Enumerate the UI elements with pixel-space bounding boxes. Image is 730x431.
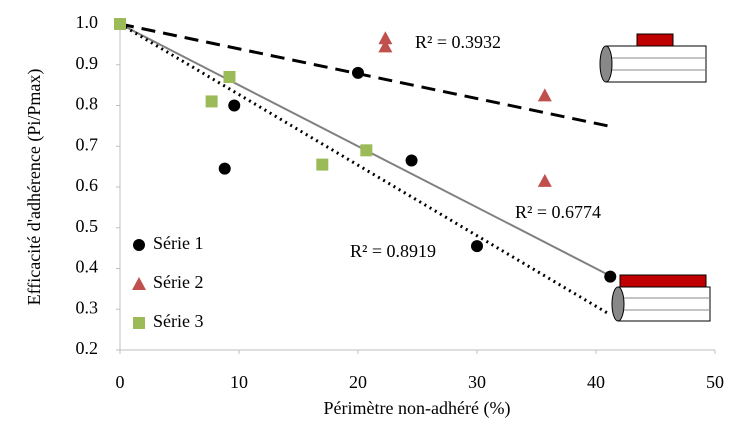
icon-bottom [612,275,710,321]
legend-label: Série 2 [153,272,203,292]
trendline [120,24,608,313]
trendline [120,24,608,126]
y-tick-label: 1.0 [76,12,99,32]
trendline-label: R² = 0.6774 [515,202,601,222]
point [604,271,616,283]
point [538,174,552,187]
icon-top [600,34,706,82]
x-tick-label: 10 [230,372,248,392]
trendline-label: R² = 0.8919 [350,241,436,261]
y-tick-label: 0.6 [76,175,99,195]
x-axis-title: Périmètre non-adhéré (%) [324,398,511,419]
point [206,95,218,107]
y-tick-label: 0.5 [76,216,99,236]
legend-label: Série 3 [153,311,203,331]
x-tick-label: 30 [468,372,486,392]
y-tick-label: 0.2 [76,338,99,358]
chart: Efficacité d'adhérence (Pi/Pmax) Périmèt… [0,0,730,426]
point [360,144,372,156]
point [406,155,418,167]
y-tick-label: 0.3 [76,297,99,317]
legend-label: Série 1 [153,233,203,253]
x-tick-label: 20 [349,372,367,392]
point [223,71,235,83]
y-tick-label: 0.9 [76,53,99,73]
x-tick-label: 50 [706,372,724,392]
point [538,88,552,101]
y-tick-label: 0.4 [76,257,99,277]
trendline-label: R² = 0.3932 [415,32,501,52]
legend-marker [133,239,145,251]
point [114,18,126,30]
point [316,159,328,171]
point [352,67,364,79]
point [471,240,483,252]
point [228,100,240,112]
legend-marker [133,317,145,329]
x-tick-label: 40 [587,372,605,392]
point [219,163,231,175]
y-tick-label: 0.8 [76,94,99,114]
legend-marker [132,277,146,290]
x-tick-label: 0 [116,372,125,392]
y-axis-title: Efficacité d'adhérence (Pi/Pmax) [24,69,45,306]
y-tick-label: 0.7 [76,134,99,154]
